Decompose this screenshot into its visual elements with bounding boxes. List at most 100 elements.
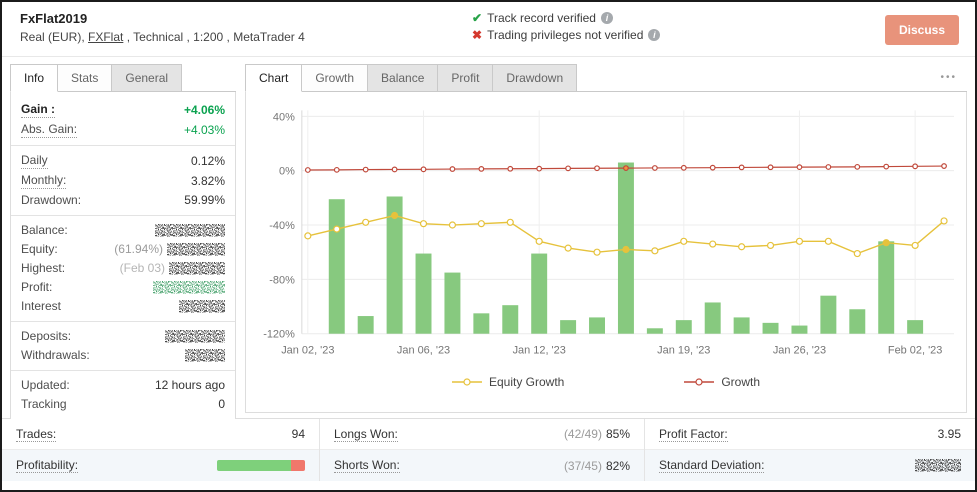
stat-value-group: 0.12% — [191, 154, 225, 169]
stat-value-group: (Feb 03) — [120, 261, 225, 276]
growth-marker — [565, 165, 571, 172]
ellipsis-menu-icon[interactable]: ••• — [940, 72, 957, 83]
footer-label[interactable]: Standard Deviation: — [659, 458, 765, 473]
stat-row: Balance: — [11, 221, 235, 240]
stat-row: Abs. Gain: +4.03% — [11, 120, 235, 140]
footer-cell: Standard Deviation: — [645, 450, 975, 481]
y-axis-label: -120% — [263, 329, 295, 341]
tab-profit[interactable]: Profit — [438, 64, 494, 92]
tab-stats[interactable]: Stats — [58, 64, 113, 92]
stat-value: 85% — [605, 427, 630, 441]
check-icon: ✔ — [472, 11, 483, 25]
verification-row: ✔ Track record verified i — [472, 11, 885, 25]
obscured-value — [155, 224, 225, 237]
tab-general[interactable]: General — [112, 64, 183, 92]
tab-chart[interactable]: Chart — [245, 64, 303, 92]
obscured-value — [915, 459, 961, 472]
broker-link[interactable]: FXFlat — [88, 30, 124, 44]
equity-growth-marker — [940, 217, 948, 225]
stat-value: 94 — [291, 427, 305, 441]
account-meta-text: , Technical , 1:200 , MetaTrader 4 — [123, 30, 305, 44]
stat-value-group — [155, 224, 225, 237]
growth-bar — [849, 309, 866, 334]
footer-label[interactable]: Shorts Won: — [334, 458, 400, 473]
equity-growth-marker — [622, 245, 630, 254]
chart-panel-tabs: Chart Growth Balance Profit Drawdown ••• — [245, 64, 967, 92]
legend-item-equity-growth[interactable]: Equity Growth — [451, 375, 564, 389]
obscured-value — [167, 243, 225, 256]
growth-marker — [738, 164, 745, 171]
tab-info[interactable]: Info — [10, 64, 59, 92]
stat-value-prefix: (61.94%) — [114, 242, 163, 256]
obscured-value — [153, 281, 225, 294]
footer-cell: Trades: 94 — [2, 419, 319, 450]
obscured-value — [179, 300, 225, 313]
footer-column: Longs Won: (42/49) 85% Shorts Won: (37/45) 82… — [319, 419, 644, 481]
footer-column: Trades: 94 Profitability: — [2, 419, 319, 481]
chart-panel: Chart Growth Balance Profit Drawdown ••• 40% 0… — [245, 64, 967, 413]
growth-bar — [386, 196, 403, 334]
info-icon[interactable]: i — [648, 29, 661, 41]
equity-growth-marker — [738, 243, 746, 251]
stat-value-group: 3.95 — [938, 427, 961, 441]
stat-value-group: (61.94%) — [114, 242, 225, 257]
stat-value-group — [217, 460, 305, 471]
growth-marker — [767, 164, 774, 171]
growth-marker — [391, 166, 398, 173]
growth-bar — [560, 320, 577, 334]
growth-marker — [304, 167, 311, 173]
obscured-value — [169, 262, 225, 275]
main-content: Info Stats General Gain : +4.06% Abs. Gain: +… — [2, 57, 975, 420]
equity-growth-marker — [391, 211, 399, 220]
account-subtitle: Real (EUR), FXFlat , Technical , 1:200 ,… — [20, 30, 472, 44]
growth-bar — [791, 325, 808, 334]
footer-column: Profit Factor: 3.95 Standard Deviation: — [644, 419, 975, 481]
equity-growth-marker — [651, 247, 659, 255]
equity-growth-marker — [824, 237, 832, 245]
footer-label[interactable]: Longs Won: — [334, 426, 398, 442]
stat-label: Highest: — [21, 261, 66, 275]
stat-group: Deposits: Withdrawals: — [11, 321, 235, 370]
legend-item-growth[interactable]: Growth — [684, 375, 760, 389]
equity-growth-marker — [419, 220, 428, 228]
stat-row: Interest — [11, 297, 235, 316]
growth-bar — [444, 272, 461, 334]
verification-status: ✔ Track record verified i ✖ Trading privileg… — [472, 11, 885, 45]
y-axis-label: -40% — [269, 220, 295, 232]
y-axis-label: 40% — [273, 111, 295, 123]
stat-label[interactable]: Gain : — [21, 102, 56, 118]
stat-label: Interest — [21, 299, 62, 313]
footer-label[interactable]: Profitability: — [16, 458, 79, 473]
growth-bar — [820, 295, 837, 334]
stat-label: Tracking — [21, 397, 67, 411]
account-identity: FxFlat2019 Real (EUR), FXFlat , Technica… — [20, 11, 472, 44]
stat-label[interactable]: Abs. Gain: — [21, 122, 78, 138]
stat-value-prefix: (Feb 03) — [119, 261, 165, 275]
stat-row: Deposits: — [11, 327, 235, 346]
info-icon[interactable]: i — [600, 12, 613, 24]
footer-label[interactable]: Profit Factor: — [659, 426, 728, 442]
stat-label[interactable]: Monthly: — [21, 173, 67, 189]
legend-marker-icon — [684, 378, 715, 386]
stat-group: Balance: Equity: (61.94%) Highest: (Feb 03) P… — [11, 215, 235, 321]
equity-growth-marker — [795, 237, 804, 245]
growth-marker — [941, 163, 947, 169]
x-axis-label: Jan 19, '23 — [657, 345, 710, 357]
stat-value-group — [179, 300, 225, 313]
tab-drawdown[interactable]: Drawdown — [493, 64, 578, 92]
stat-value: +4.03% — [183, 122, 225, 137]
growth-chart: 40% 0% -40% -80% -120% Jan 02, '23 Jan 06, '23… — [263, 110, 955, 357]
stat-group: Updated: 12 hours ago Tracking 0 — [11, 370, 235, 419]
account-type-text: Real (EUR), — [20, 30, 89, 44]
stat-value: 0.12% — [190, 153, 225, 168]
stat-label[interactable]: Daily — [21, 153, 48, 169]
equity-growth-marker — [477, 220, 485, 228]
stat-value-prefix: (42/49) — [563, 427, 602, 441]
legend-marker-icon — [451, 378, 482, 386]
tab-balance[interactable]: Balance — [368, 64, 439, 92]
x-axis-label: Jan 12, '23 — [513, 345, 566, 357]
tab-growth[interactable]: Growth — [302, 64, 369, 92]
discuss-button[interactable]: Discuss — [884, 15, 959, 45]
footer-label[interactable]: Trades: — [16, 426, 57, 442]
stat-value: 0 — [218, 397, 225, 411]
